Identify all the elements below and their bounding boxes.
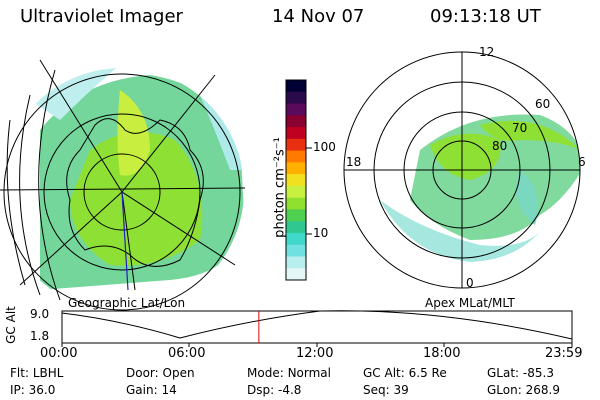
terminator-line (121, 191, 129, 291)
xtick-2359: 23:59 (545, 346, 583, 361)
colorbar-unit-label: photon cm⁻²s⁻¹ (272, 137, 288, 238)
param-seq: Seq: 39 (363, 383, 409, 397)
colorbar-segment (286, 232, 306, 246)
colorbar (286, 80, 306, 281)
colorbar-segment (286, 221, 306, 234)
geographic-caption: Geographic Lat/Lon (68, 296, 186, 310)
mlt-label-12: 12 (479, 45, 495, 59)
mlt-label-0: 0 (466, 276, 474, 290)
xtick-0000: 00:00 (40, 346, 78, 361)
mlt-label-6: 6 (578, 155, 586, 169)
apex-caption: Apex MLat/MLT (425, 296, 515, 310)
altitude-ytick-high: 9.0 (30, 307, 50, 321)
colorbar-segment (286, 127, 306, 140)
param-gc-alt: GC Alt: 6.5 Re (363, 366, 447, 380)
colorbar-segment (286, 209, 306, 222)
colorbar-segment (286, 185, 306, 199)
mlat-mlt-grid-right (343, 51, 581, 289)
mlt-label-18: 18 (346, 155, 362, 169)
param-dsp: Dsp: -4.8 (247, 383, 302, 397)
mlat-label-70: 70 (512, 121, 528, 135)
param-ip: IP: 36.0 (10, 383, 56, 397)
altitude-curve (61, 310, 573, 340)
mlat-label-60: 60 (535, 97, 551, 111)
colorbar-segment (286, 268, 306, 281)
colorbar-segment (286, 115, 306, 128)
param-gain: Gain: 14 (126, 383, 177, 397)
altitude-ylabel: GC Alt (3, 306, 18, 344)
antarctica-coastline (66, 118, 204, 267)
colorbar-segment (286, 91, 306, 105)
altitude-ytick-low: 1.8 (30, 329, 50, 343)
colorbar-segment (286, 197, 306, 210)
xtick-1200: 12:00 (296, 346, 334, 361)
uv-emission-right (380, 114, 580, 262)
param-flt: Flt: LBHL (10, 366, 64, 380)
xtick-0600: 06:00 (168, 346, 206, 361)
mlat-label-80: 80 (492, 139, 508, 153)
param-glat: GLat: -85.3 (487, 366, 554, 380)
uv-emission-left (30, 68, 244, 290)
date-label: 14 Nov 07 (272, 6, 365, 27)
colorbar-segment (286, 138, 306, 152)
param-door: Door: Open (126, 366, 195, 380)
colorbar-segment (286, 174, 306, 187)
colorbar-segment (286, 244, 306, 257)
lat-lon-grid-left (0, 59, 246, 311)
colorbar-tick-100: 100 (313, 140, 336, 154)
param-mode: Mode: Normal (247, 366, 331, 380)
instrument-title: Ultraviolet Imager (20, 6, 183, 27)
colorbar-segment (286, 80, 306, 93)
colorbar-segment (286, 150, 306, 163)
colorbar-segment (286, 162, 306, 175)
colorbar-tick-10: 10 (313, 226, 329, 240)
time-label: 09:13:18 UT (430, 6, 541, 27)
colorbar-segment (286, 256, 306, 269)
xtick-1800: 18:00 (423, 346, 461, 361)
colorbar-segment (286, 103, 306, 116)
param-glon: GLon: 268.9 (487, 383, 560, 397)
